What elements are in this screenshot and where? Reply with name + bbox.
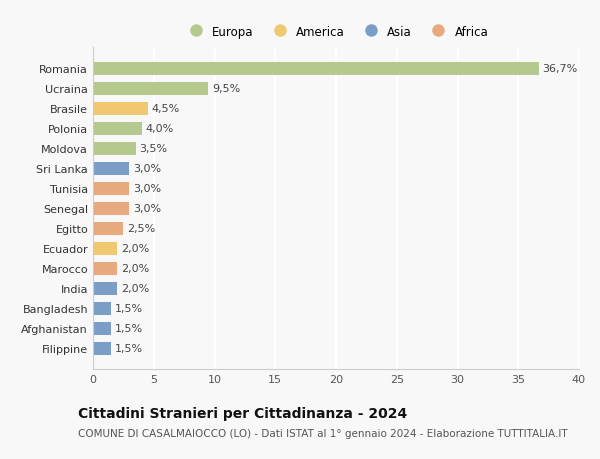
Bar (93, 123, 142, 135)
Bar (93, 342, 111, 355)
Legend: Europa, America, Asia, Africa: Europa, America, Asia, Africa (180, 22, 492, 42)
Text: 4,0%: 4,0% (145, 124, 173, 134)
Bar (93, 63, 539, 76)
Bar (93, 282, 118, 295)
Bar (93, 322, 111, 335)
Text: 3,0%: 3,0% (133, 184, 161, 194)
Bar (93, 302, 111, 315)
Text: 36,7%: 36,7% (542, 64, 578, 74)
Text: 1,5%: 1,5% (115, 324, 143, 333)
Text: 2,0%: 2,0% (121, 263, 149, 274)
Text: 4,5%: 4,5% (151, 104, 179, 114)
Text: 2,0%: 2,0% (121, 244, 149, 254)
Text: 3,0%: 3,0% (133, 204, 161, 214)
Bar (93, 83, 208, 95)
Text: 3,5%: 3,5% (139, 144, 167, 154)
Bar (93, 222, 124, 235)
Bar (93, 182, 130, 196)
Bar (93, 103, 148, 116)
Text: 9,5%: 9,5% (212, 84, 241, 94)
Bar (93, 242, 118, 255)
Text: 2,5%: 2,5% (127, 224, 155, 234)
Bar (93, 143, 136, 156)
Bar (93, 202, 130, 215)
Bar (93, 162, 130, 175)
Text: Cittadini Stranieri per Cittadinanza - 2024: Cittadini Stranieri per Cittadinanza - 2… (78, 406, 407, 420)
Text: 2,0%: 2,0% (121, 284, 149, 294)
Text: 1,5%: 1,5% (115, 303, 143, 313)
Text: COMUNE DI CASALMAIOCCO (LO) - Dati ISTAT al 1° gennaio 2024 - Elaborazione TUTTI: COMUNE DI CASALMAIOCCO (LO) - Dati ISTAT… (78, 428, 568, 438)
Text: 3,0%: 3,0% (133, 164, 161, 174)
Bar (93, 262, 118, 275)
Text: 1,5%: 1,5% (115, 343, 143, 353)
